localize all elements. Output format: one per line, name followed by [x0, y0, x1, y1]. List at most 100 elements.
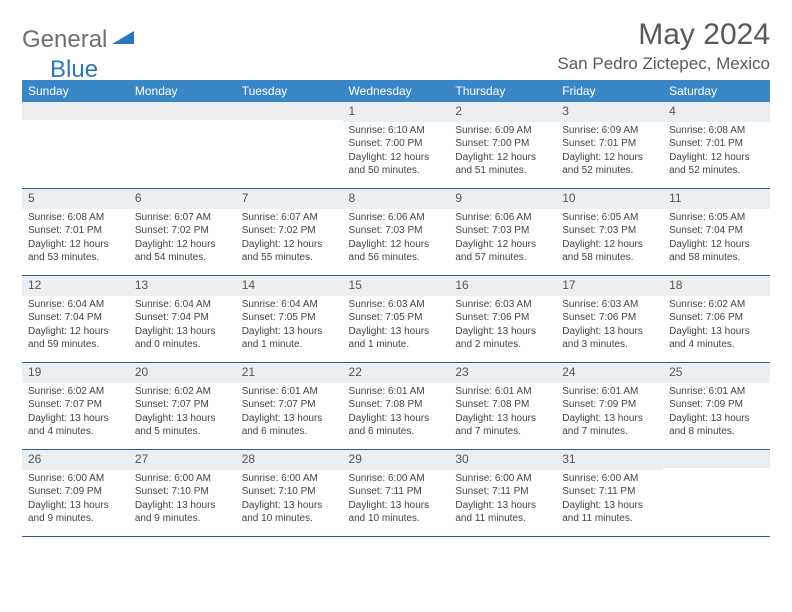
- logo-triangle-icon: [112, 29, 134, 52]
- day-number: 10: [556, 189, 663, 209]
- calendar-cell: 28Sunrise: 6:00 AMSunset: 7:10 PMDayligh…: [236, 450, 343, 537]
- day-details: Sunrise: 6:00 AMSunset: 7:11 PMDaylight:…: [449, 470, 556, 530]
- day-details: Sunrise: 6:00 AMSunset: 7:10 PMDaylight:…: [236, 470, 343, 530]
- calendar-cell: 29Sunrise: 6:00 AMSunset: 7:11 PMDayligh…: [343, 450, 450, 537]
- calendar-cell: [22, 102, 129, 189]
- calendar-cell: 15Sunrise: 6:03 AMSunset: 7:05 PMDayligh…: [343, 276, 450, 363]
- weekday-header: Monday: [129, 80, 236, 102]
- day-number: 26: [22, 450, 129, 470]
- logo-text-general: General: [22, 26, 107, 54]
- calendar-cell: 13Sunrise: 6:04 AMSunset: 7:04 PMDayligh…: [129, 276, 236, 363]
- day-details: Sunrise: 6:07 AMSunset: 7:02 PMDaylight:…: [129, 209, 236, 269]
- day-number: 20: [129, 363, 236, 383]
- day-number: 16: [449, 276, 556, 296]
- header: General May 2024 San Pedro Zictepec, Mex…: [22, 18, 770, 74]
- calendar-cell: 11Sunrise: 6:05 AMSunset: 7:04 PMDayligh…: [663, 189, 770, 276]
- calendar-cell: 31Sunrise: 6:00 AMSunset: 7:11 PMDayligh…: [556, 450, 663, 537]
- day-details: Sunrise: 6:00 AMSunset: 7:11 PMDaylight:…: [556, 470, 663, 530]
- calendar-cell: 9Sunrise: 6:06 AMSunset: 7:03 PMDaylight…: [449, 189, 556, 276]
- day-number: 31: [556, 450, 663, 470]
- calendar-cell: 24Sunrise: 6:01 AMSunset: 7:09 PMDayligh…: [556, 363, 663, 450]
- weekday-header: Friday: [556, 80, 663, 102]
- day-details: Sunrise: 6:04 AMSunset: 7:04 PMDaylight:…: [22, 296, 129, 356]
- calendar-cell: 25Sunrise: 6:01 AMSunset: 7:09 PMDayligh…: [663, 363, 770, 450]
- day-details: Sunrise: 6:01 AMSunset: 7:09 PMDaylight:…: [663, 383, 770, 443]
- calendar-table: SundayMondayTuesdayWednesdayThursdayFrid…: [22, 80, 770, 537]
- day-details: Sunrise: 6:06 AMSunset: 7:03 PMDaylight:…: [343, 209, 450, 269]
- day-number: 7: [236, 189, 343, 209]
- day-number: 8: [343, 189, 450, 209]
- day-number: 28: [236, 450, 343, 470]
- calendar-cell: 4Sunrise: 6:08 AMSunset: 7:01 PMDaylight…: [663, 102, 770, 189]
- day-number: 11: [663, 189, 770, 209]
- day-number: 22: [343, 363, 450, 383]
- calendar-cell: 10Sunrise: 6:05 AMSunset: 7:03 PMDayligh…: [556, 189, 663, 276]
- day-details: Sunrise: 6:00 AMSunset: 7:09 PMDaylight:…: [22, 470, 129, 530]
- day-number: 18: [663, 276, 770, 296]
- day-number: 30: [449, 450, 556, 470]
- empty-day-bar: [663, 450, 770, 468]
- day-number: 27: [129, 450, 236, 470]
- day-details: Sunrise: 6:07 AMSunset: 7:02 PMDaylight:…: [236, 209, 343, 269]
- weekday-header: Saturday: [663, 80, 770, 102]
- logo-text-blue: Blue: [50, 56, 98, 84]
- day-details: Sunrise: 6:10 AMSunset: 7:00 PMDaylight:…: [343, 122, 450, 182]
- day-number: 6: [129, 189, 236, 209]
- weekday-header: Wednesday: [343, 80, 450, 102]
- calendar-cell: 18Sunrise: 6:02 AMSunset: 7:06 PMDayligh…: [663, 276, 770, 363]
- calendar-cell: 22Sunrise: 6:01 AMSunset: 7:08 PMDayligh…: [343, 363, 450, 450]
- day-number: 29: [343, 450, 450, 470]
- day-details: Sunrise: 6:04 AMSunset: 7:04 PMDaylight:…: [129, 296, 236, 356]
- day-number: 24: [556, 363, 663, 383]
- empty-day-bar: [129, 102, 236, 120]
- weekday-header: Thursday: [449, 80, 556, 102]
- day-number: 1: [343, 102, 450, 122]
- calendar-cell: 5Sunrise: 6:08 AMSunset: 7:01 PMDaylight…: [22, 189, 129, 276]
- empty-day-bar: [236, 102, 343, 120]
- logo: General: [22, 18, 136, 54]
- day-details: Sunrise: 6:02 AMSunset: 7:06 PMDaylight:…: [663, 296, 770, 356]
- day-details: Sunrise: 6:02 AMSunset: 7:07 PMDaylight:…: [22, 383, 129, 443]
- day-number: 25: [663, 363, 770, 383]
- day-details: Sunrise: 6:08 AMSunset: 7:01 PMDaylight:…: [22, 209, 129, 269]
- calendar-cell: 21Sunrise: 6:01 AMSunset: 7:07 PMDayligh…: [236, 363, 343, 450]
- calendar-cell: [663, 450, 770, 537]
- calendar-cell: 14Sunrise: 6:04 AMSunset: 7:05 PMDayligh…: [236, 276, 343, 363]
- location: San Pedro Zictepec, Mexico: [557, 54, 770, 74]
- month-title: May 2024: [557, 18, 770, 52]
- day-details: Sunrise: 6:00 AMSunset: 7:10 PMDaylight:…: [129, 470, 236, 530]
- day-details: Sunrise: 6:03 AMSunset: 7:06 PMDaylight:…: [449, 296, 556, 356]
- day-details: Sunrise: 6:03 AMSunset: 7:05 PMDaylight:…: [343, 296, 450, 356]
- day-details: Sunrise: 6:04 AMSunset: 7:05 PMDaylight:…: [236, 296, 343, 356]
- day-details: Sunrise: 6:05 AMSunset: 7:04 PMDaylight:…: [663, 209, 770, 269]
- day-number: 12: [22, 276, 129, 296]
- day-details: Sunrise: 6:09 AMSunset: 7:01 PMDaylight:…: [556, 122, 663, 182]
- calendar-cell: 8Sunrise: 6:06 AMSunset: 7:03 PMDaylight…: [343, 189, 450, 276]
- calendar-cell: 27Sunrise: 6:00 AMSunset: 7:10 PMDayligh…: [129, 450, 236, 537]
- calendar-cell: 12Sunrise: 6:04 AMSunset: 7:04 PMDayligh…: [22, 276, 129, 363]
- calendar-cell: 3Sunrise: 6:09 AMSunset: 7:01 PMDaylight…: [556, 102, 663, 189]
- calendar-cell: 1Sunrise: 6:10 AMSunset: 7:00 PMDaylight…: [343, 102, 450, 189]
- day-details: Sunrise: 6:00 AMSunset: 7:11 PMDaylight:…: [343, 470, 450, 530]
- day-number: 15: [343, 276, 450, 296]
- day-details: Sunrise: 6:01 AMSunset: 7:09 PMDaylight:…: [556, 383, 663, 443]
- calendar-cell: 2Sunrise: 6:09 AMSunset: 7:00 PMDaylight…: [449, 102, 556, 189]
- day-details: Sunrise: 6:08 AMSunset: 7:01 PMDaylight:…: [663, 122, 770, 182]
- calendar-cell: 17Sunrise: 6:03 AMSunset: 7:06 PMDayligh…: [556, 276, 663, 363]
- day-details: Sunrise: 6:03 AMSunset: 7:06 PMDaylight:…: [556, 296, 663, 356]
- day-number: 14: [236, 276, 343, 296]
- day-number: 9: [449, 189, 556, 209]
- day-number: 4: [663, 102, 770, 122]
- calendar-cell: [129, 102, 236, 189]
- calendar-cell: 20Sunrise: 6:02 AMSunset: 7:07 PMDayligh…: [129, 363, 236, 450]
- day-number: 23: [449, 363, 556, 383]
- calendar-cell: [236, 102, 343, 189]
- day-number: 5: [22, 189, 129, 209]
- calendar-cell: 30Sunrise: 6:00 AMSunset: 7:11 PMDayligh…: [449, 450, 556, 537]
- calendar-cell: 16Sunrise: 6:03 AMSunset: 7:06 PMDayligh…: [449, 276, 556, 363]
- day-details: Sunrise: 6:01 AMSunset: 7:08 PMDaylight:…: [343, 383, 450, 443]
- day-number: 3: [556, 102, 663, 122]
- day-details: Sunrise: 6:09 AMSunset: 7:00 PMDaylight:…: [449, 122, 556, 182]
- empty-day-bar: [22, 102, 129, 120]
- day-details: Sunrise: 6:01 AMSunset: 7:08 PMDaylight:…: [449, 383, 556, 443]
